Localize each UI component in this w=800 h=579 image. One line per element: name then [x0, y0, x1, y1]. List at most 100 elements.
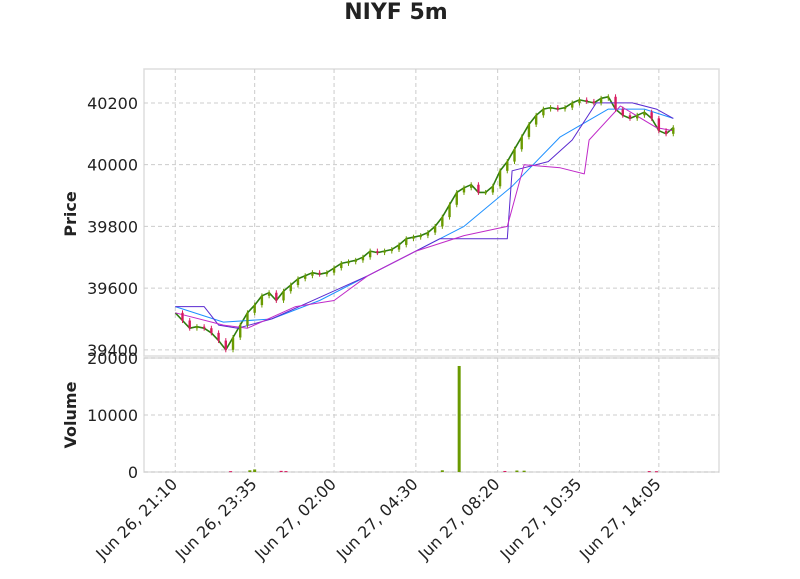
candle-body [267, 292, 271, 296]
candle-body [210, 328, 213, 333]
candle-body [542, 109, 545, 116]
price-panel-frame [143, 68, 720, 357]
volume-bar [229, 471, 233, 473]
candle-body [296, 278, 300, 286]
candle-body [549, 107, 552, 110]
candle-body [585, 99, 588, 102]
candle-body [419, 235, 422, 238]
x-tick-label: Jun 27, 02:00 [250, 474, 340, 564]
candle-body [376, 251, 379, 253]
volume-tick-label: 10000 [87, 406, 138, 425]
candle-body [383, 251, 386, 253]
price-marks [174, 94, 675, 353]
candle-body [397, 244, 401, 250]
candle-body [563, 107, 567, 110]
candle-body [188, 320, 191, 329]
candle-body [361, 257, 365, 261]
candle-body [477, 184, 480, 193]
candle-body [405, 238, 408, 245]
candle-body [260, 295, 264, 306]
candle-body [628, 115, 632, 119]
candle-body [455, 192, 458, 205]
candle-body [195, 326, 199, 329]
volume-bar [654, 471, 658, 473]
x-tick-label: Jun 26, 23:35 [171, 474, 261, 564]
volume-bars [229, 365, 658, 473]
candle-body [650, 112, 653, 119]
volume-bar [279, 470, 283, 472]
price-panel: 39400 39600 39800 40000 40200 Price [61, 68, 720, 360]
candle-body [224, 340, 227, 350]
volume-tick-labels: 0 10000 20000 [87, 349, 138, 482]
x-tick-label: Jun 27, 08:20 [414, 474, 504, 564]
candle-body [621, 109, 624, 116]
volume-bar [515, 470, 519, 472]
candle-body [202, 326, 206, 329]
candle-body [599, 98, 603, 103]
candle-body [303, 275, 307, 279]
candle-body [412, 237, 415, 239]
candle-body [325, 272, 329, 275]
candle-body [527, 124, 531, 137]
price-tick-label: 40000 [87, 156, 138, 175]
volume-bar [503, 470, 507, 472]
volume-bar [522, 470, 526, 472]
x-tick-label: Jun 27, 14:05 [575, 474, 665, 564]
candle-body [657, 118, 661, 131]
candle-body [571, 102, 574, 108]
candle-body [469, 184, 473, 188]
candle-body [506, 161, 509, 171]
candle-body [275, 292, 278, 301]
candle-body [643, 112, 646, 116]
candle-body [246, 312, 249, 326]
volume-grid [144, 357, 719, 473]
price-series-close-0 [174, 96, 674, 351]
volume-bar [647, 471, 651, 473]
price-tick-label: 39400 [87, 341, 138, 360]
candle-body [520, 136, 523, 150]
volume-tick-label: 0 [128, 463, 138, 482]
candle-body [534, 115, 538, 125]
price-axis-label: Price [61, 191, 80, 237]
candle-body [181, 312, 184, 321]
candle-body [498, 170, 502, 187]
candle-body [311, 272, 314, 276]
candle-body [253, 305, 256, 313]
volume-panel: 0 10000 20000 Volume [61, 349, 720, 482]
candle-body [636, 115, 639, 119]
candle-body [368, 251, 372, 258]
candle-body [289, 285, 292, 292]
candle-body [426, 232, 430, 236]
candle-body [607, 96, 610, 99]
candle-body [664, 130, 668, 134]
volume-bar [253, 469, 257, 472]
candle-body [441, 217, 444, 227]
volume-bar [248, 470, 252, 472]
candle-body [239, 325, 242, 338]
candle-body [614, 96, 617, 110]
x-tick-label: Jun 27, 04:30 [332, 474, 422, 564]
price-series-moving-average-2 [175, 102, 674, 329]
candle-body [672, 127, 675, 134]
volume-bar [440, 470, 444, 472]
candle-body [491, 186, 495, 193]
price-tick-label: 40200 [87, 94, 138, 113]
price-tick-label: 39600 [87, 279, 138, 298]
candle-body [347, 261, 350, 264]
candle-body [231, 337, 235, 350]
candle-body [556, 107, 560, 110]
volume-axis-label: Volume [61, 381, 80, 448]
candle-body [340, 263, 343, 269]
candle-body [390, 249, 394, 252]
chart-title: NIYF 5m [344, 0, 447, 25]
volume-bar [457, 365, 461, 472]
candle-body [513, 149, 516, 162]
candle-body [332, 268, 336, 273]
x-tick-label: Jun 26, 21:10 [91, 474, 181, 564]
candle-body [217, 332, 220, 341]
candle-body [354, 260, 357, 262]
candle-body [462, 187, 466, 193]
candle-body [592, 101, 596, 103]
